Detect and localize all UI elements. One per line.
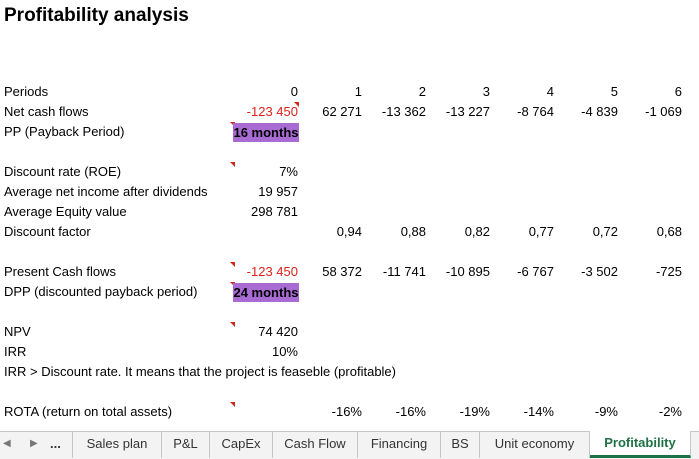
discount-factor-cell[interactable]: 0,72 <box>592 224 618 239</box>
scroll-right-icon[interactable]: ▶ <box>30 438 38 449</box>
tab-cash-flow[interactable]: Cash Flow <box>273 432 358 458</box>
tab-divider <box>72 432 73 458</box>
cash-flow-cell[interactable]: -4 839 <box>581 104 618 119</box>
present-cash-flow-cell[interactable]: -3 502 <box>581 264 618 279</box>
period-cell[interactable]: 1 <box>354 84 362 99</box>
cash-flow-cell[interactable]: -13 362 <box>381 104 426 119</box>
comment-indicator-icon <box>230 162 235 167</box>
sheet-title: Profitability analysis <box>4 5 189 26</box>
comment-indicator-icon <box>294 102 299 107</box>
discount-factor-cell[interactable]: 0,94 <box>336 224 362 239</box>
irr-note-row: IRR > Discount rate. It means that the p… <box>0 362 699 382</box>
tab-bs[interactable]: BS <box>441 432 480 458</box>
sheet-tab-bar: ◀ ▶ ... Sales plan P&L CapEx Cash Flow F… <box>0 431 699 459</box>
rota-label: ROTA (return on total assets) <box>4 404 173 419</box>
discounted-payback-label: DPP (discounted payback period) <box>4 284 198 299</box>
comment-indicator-icon <box>230 322 235 327</box>
cash-flow-cell[interactable]: -1 069 <box>645 104 682 119</box>
avg-net-income-row: Average net income after dividends 19 95… <box>0 182 699 202</box>
net-cash-flows-row: Net cash flows -123 450 62 271 -13 362 -… <box>0 102 699 122</box>
comment-indicator-icon <box>230 402 235 407</box>
avg-equity-label: Average Equity value <box>4 204 127 219</box>
rota-cell[interactable]: -16% <box>395 404 426 419</box>
cash-flow-cell[interactable]: 62 271 <box>322 104 362 119</box>
tab-pl[interactable]: P&L <box>162 432 210 458</box>
rota-cell[interactable]: -16% <box>331 404 362 419</box>
npv-value[interactable]: 74 420 <box>258 324 298 339</box>
present-cash-flows-label: Present Cash flows <box>4 264 116 279</box>
avg-net-income-value[interactable]: 19 957 <box>258 184 298 199</box>
avg-net-income-label: Average net income after dividends <box>4 184 208 199</box>
period-cell[interactable]: 6 <box>674 84 682 99</box>
comment-indicator-icon <box>230 122 235 127</box>
period-cell[interactable]: 2 <box>418 84 426 99</box>
period-cell[interactable]: 0 <box>290 84 298 99</box>
present-cash-flow-cell[interactable]: -10 895 <box>445 264 490 279</box>
cash-flow-cell[interactable]: -123 450 <box>246 104 298 119</box>
rota-cell[interactable]: -9% <box>594 404 618 419</box>
tab-profitability[interactable]: Profitability <box>590 431 691 458</box>
discount-factor-row: Discount factor 0,94 0,88 0,82 0,77 0,72… <box>0 222 699 242</box>
payback-period-value[interactable]: 16 months <box>233 123 299 142</box>
rota-cell[interactable]: -14% <box>523 404 554 419</box>
rota-row: ROTA (return on total assets) -16% -16% … <box>0 402 699 422</box>
cash-flow-cell[interactable]: -8 764 <box>517 104 554 119</box>
irr-row: IRR 10% <box>0 342 699 362</box>
present-cash-flow-cell[interactable]: -6 767 <box>517 264 554 279</box>
comment-indicator-icon <box>230 282 235 287</box>
avg-equity-row: Average Equity value 298 781 <box>0 202 699 222</box>
npv-row: NPV 74 420 <box>0 322 699 342</box>
avg-equity-value[interactable]: 298 781 <box>251 204 298 219</box>
tab-unit-economy[interactable]: Unit economy <box>480 432 590 458</box>
present-cash-flow-cell[interactable]: -123 450 <box>246 264 298 279</box>
discount-factor-cell[interactable]: 0,68 <box>656 224 682 239</box>
tab-financing[interactable]: Financing <box>358 432 441 458</box>
period-cell[interactable]: 3 <box>482 84 490 99</box>
net-cash-flows-label: Net cash flows <box>4 104 89 119</box>
more-sheets-button[interactable]: ... <box>50 436 61 451</box>
irr-value[interactable]: 10% <box>271 344 298 359</box>
discounted-payback-value[interactable]: 24 months <box>233 283 299 302</box>
periods-row: Periods 0 1 2 3 4 5 6 <box>0 82 699 102</box>
discount-rate-label: Discount rate (ROE) <box>4 164 122 179</box>
present-cash-flows-row: Present Cash flows -123 450 58 372 -11 7… <box>0 262 699 282</box>
discount-factor-cell[interactable]: 0,77 <box>528 224 554 239</box>
irr-note: IRR > Discount rate. It means that the p… <box>4 364 396 379</box>
cash-flow-cell[interactable]: -13 227 <box>445 104 490 119</box>
rota-cell[interactable]: -2% <box>658 404 682 419</box>
payback-period-row: PP (Payback Period) 16 months <box>0 122 699 142</box>
discount-factor-cell[interactable]: 0,82 <box>464 224 490 239</box>
comment-indicator-icon <box>230 262 235 267</box>
tab-capex[interactable]: CapEx <box>210 432 273 458</box>
npv-label: NPV <box>4 324 31 339</box>
present-cash-flow-cell[interactable]: -11 741 <box>382 264 426 279</box>
discount-factor-cell[interactable]: 0,88 <box>400 224 426 239</box>
discounted-payback-row: DPP (discounted payback period) 24 month… <box>0 282 699 302</box>
spreadsheet-grid[interactable]: Profitability analysis Periods 0 1 2 3 4… <box>0 0 699 431</box>
tab-sales-plan[interactable]: Sales plan <box>73 432 162 458</box>
period-cell[interactable]: 5 <box>610 84 618 99</box>
rota-cell[interactable]: -19% <box>459 404 490 419</box>
periods-label: Periods <box>4 84 49 99</box>
present-cash-flow-cell[interactable]: -725 <box>655 264 682 279</box>
scroll-left-icon[interactable]: ◀ <box>3 438 11 449</box>
discount-rate-row: Discount rate (ROE) 7% <box>0 162 699 182</box>
discount-factor-label: Discount factor <box>4 224 91 239</box>
irr-label: IRR <box>4 344 27 359</box>
discount-rate-value[interactable]: 7% <box>279 164 298 179</box>
present-cash-flow-cell[interactable]: 58 372 <box>322 264 362 279</box>
period-cell[interactable]: 4 <box>546 84 554 99</box>
payback-period-label: PP (Payback Period) <box>4 124 125 139</box>
